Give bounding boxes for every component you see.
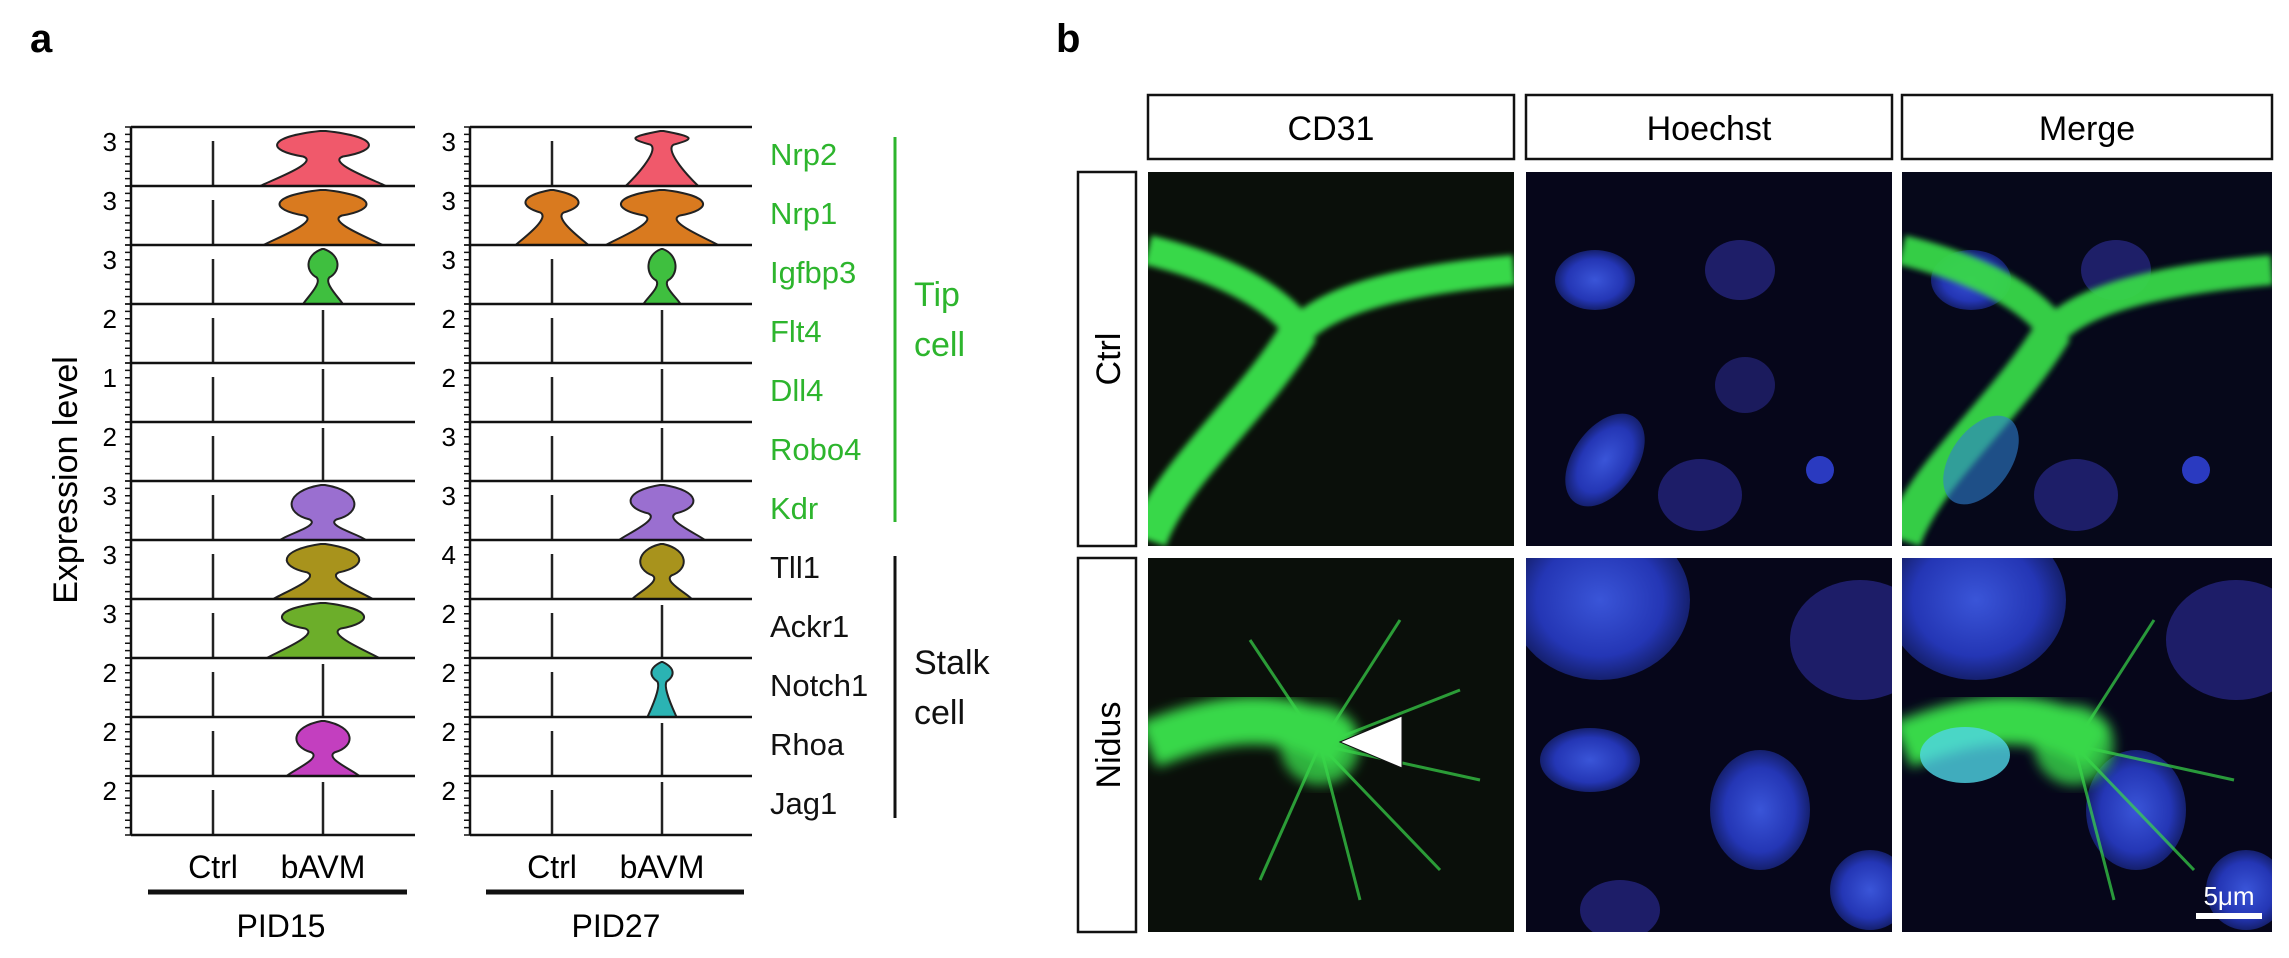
y-tick-label: 2 <box>103 776 117 806</box>
gene-label-notch1: Notch1 <box>770 668 868 703</box>
y-tick-label: 2 <box>103 422 117 452</box>
y-tick-label: 3 <box>442 422 456 452</box>
arrowhead-marker <box>1338 715 1403 769</box>
y-tick-label: 2 <box>442 658 456 688</box>
panel-a-label: a <box>30 17 53 61</box>
image-ctrl-cd31 <box>1148 172 1514 546</box>
y-tick-label: 2 <box>442 776 456 806</box>
gene-label-robo4: Robo4 <box>770 432 861 467</box>
microscopy-grid: 5μm <box>1148 172 2272 932</box>
tip-label-line2: cell <box>914 326 965 364</box>
y-axis-label: Expression level <box>47 356 85 604</box>
y-tick-label: 2 <box>442 304 456 334</box>
y-tick-label: 3 <box>103 127 117 157</box>
x-cat-ctrl-pid27: Ctrl <box>527 849 577 885</box>
y-tick-label: 2 <box>442 717 456 747</box>
y-tick-label: 3 <box>103 540 117 570</box>
violin-bavm <box>259 130 387 187</box>
gene-labels: Nrp2 Nrp1 Igfbp3 Flt4 Dll4 Robo4 Kdr Tll1 Ackr1 N… <box>770 137 868 821</box>
y-tick-label: 3 <box>442 127 456 157</box>
image-ctrl-hoechst <box>1526 172 1892 546</box>
image-nidus-merge: 5μm <box>1902 558 2272 932</box>
gene-label-dll4: Dll4 <box>770 373 823 408</box>
gene-label-ackr1: Ackr1 <box>770 609 849 644</box>
panel-b-label: b <box>1056 17 1080 61</box>
x-cat-bavm-pid15: bAVM <box>281 849 366 885</box>
y-tick-label: 4 <box>442 540 456 570</box>
violin-bavm <box>263 602 383 659</box>
x-cat-bavm-pid27: bAVM <box>620 849 705 885</box>
y-tick-label: 3 <box>103 481 117 511</box>
column-header-hoechst: Hoechst <box>1647 110 1772 148</box>
tip-label-line1: Tip <box>914 276 960 314</box>
y-tick-label: 2 <box>442 599 456 629</box>
y-tick-label: 1 <box>103 363 117 393</box>
column-header-box-cd31 <box>1146 93 1516 161</box>
y-tick-label: 3 <box>103 599 117 629</box>
row-header-ctrl: Ctrl <box>1090 333 1128 386</box>
violin-bavm <box>645 661 679 718</box>
violin-bavm <box>623 130 701 187</box>
row-header-nidus: Nidus <box>1090 702 1128 789</box>
violin-bavm <box>277 484 369 541</box>
violin-bavm <box>616 484 708 541</box>
violin-bavm <box>630 543 694 600</box>
y-tick-label: 3 <box>442 186 456 216</box>
stalk-label-line1: Stalk <box>914 644 991 682</box>
violin-plots: 3 3 3 2 1 2 3 3 3 2 2 2 3 3 3 2 2 3 3 4 2 2 2 2 <box>103 125 752 837</box>
image-nidus-cd31 <box>1148 558 1514 932</box>
y-tick-label: 3 <box>442 481 456 511</box>
gene-label-nrp2: Nrp2 <box>770 137 837 172</box>
violin-bavm <box>284 720 362 777</box>
gene-label-tll1: Tll1 <box>770 550 820 585</box>
violin-bavm <box>602 189 722 246</box>
y-tick-label: 3 <box>103 186 117 216</box>
gene-label-flt4: Flt4 <box>770 314 822 349</box>
y-tick-label: 3 <box>442 245 456 275</box>
y-tick-label: 3 <box>103 245 117 275</box>
gene-label-rhoa: Rhoa <box>770 727 845 762</box>
gene-label-nrp1: Nrp1 <box>770 196 837 231</box>
x-cat-ctrl-pid15: Ctrl <box>188 849 238 885</box>
violin-ctrl <box>513 189 591 246</box>
column-header-box-merge <box>1900 93 2274 161</box>
image-nidus-hoechst <box>1526 558 1892 932</box>
column-header-merge: Merge <box>2039 110 2135 148</box>
y-tick-label: 2 <box>103 304 117 334</box>
image-ctrl-merge <box>1902 172 2272 546</box>
column-header-box-hoechst <box>1524 93 1894 161</box>
violin-bavm <box>301 248 345 305</box>
violin-bavm <box>259 189 387 246</box>
scale-bar-label: 5μm <box>2203 881 2254 911</box>
row-header-box-ctrl <box>1076 170 1138 548</box>
gene-label-kdr: Kdr <box>770 491 818 526</box>
y-tick-label: 2 <box>103 658 117 688</box>
y-tick-label: 2 <box>103 717 117 747</box>
gene-label-igfbp3: Igfbp3 <box>770 255 856 290</box>
column-header-cd31: CD31 <box>1288 110 1375 148</box>
gene-label-jag1: Jag1 <box>770 786 837 821</box>
stalk-label-line2: cell <box>914 694 965 732</box>
row-header-box-nidus <box>1076 556 1138 934</box>
violin-bavm <box>641 248 683 305</box>
group-pid27: PID27 <box>572 908 661 944</box>
group-pid15: PID15 <box>237 908 326 944</box>
y-tick-label: 2 <box>442 363 456 393</box>
violin-bavm <box>270 543 376 600</box>
